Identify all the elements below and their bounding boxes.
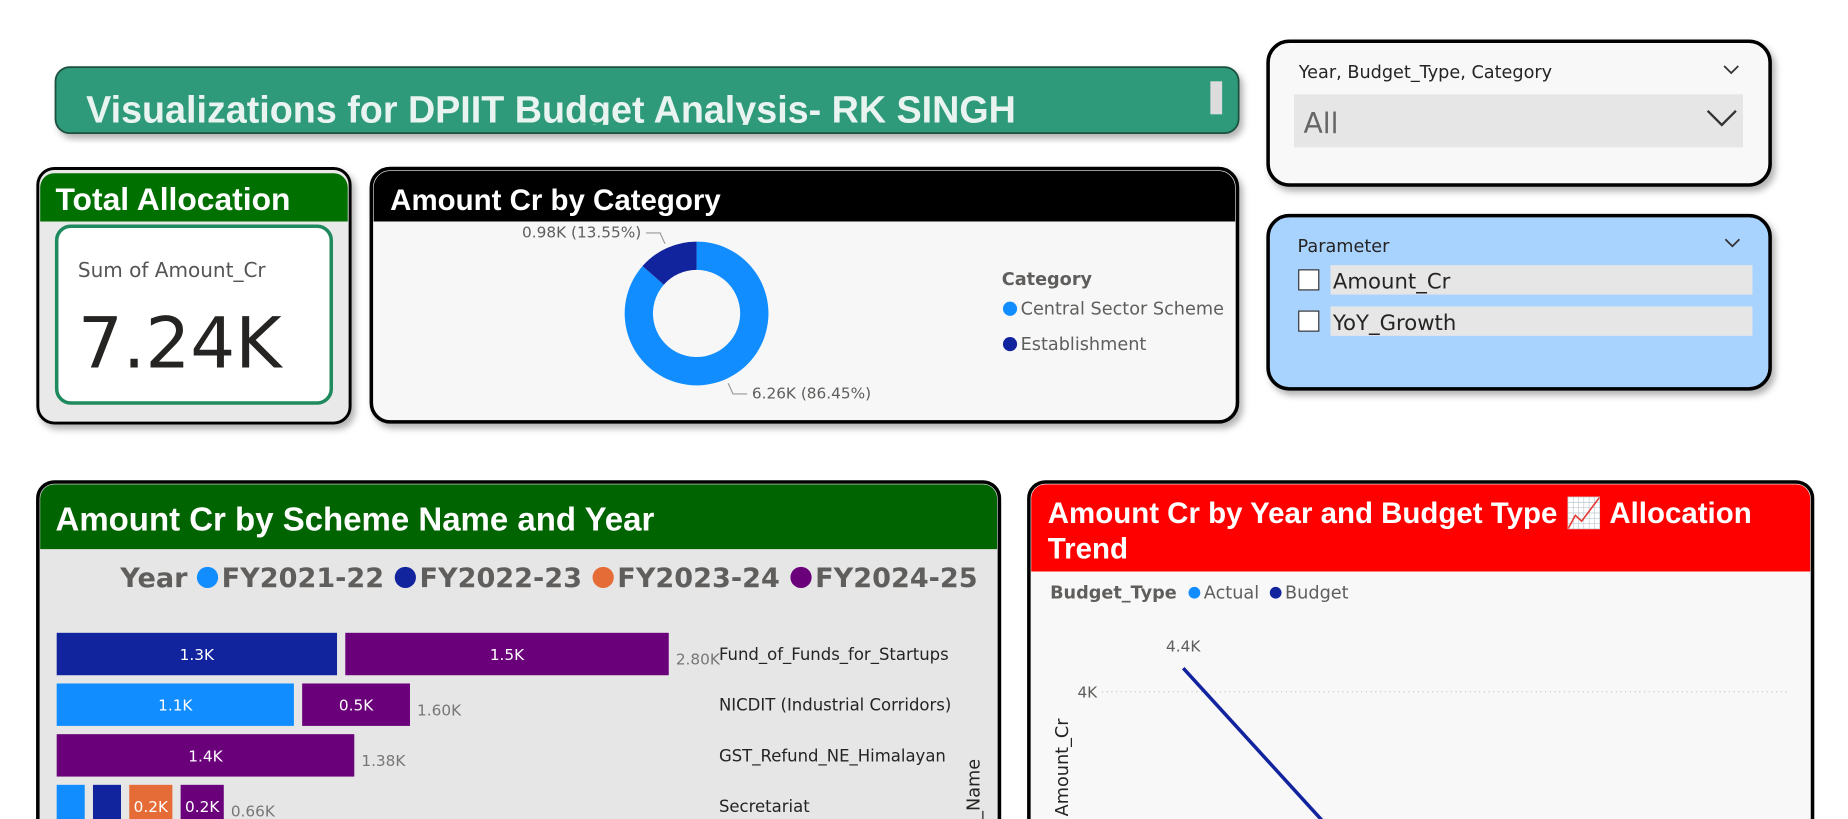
legend-title: Year — [119, 563, 188, 594]
legend-label: FY2024-25 — [815, 563, 977, 594]
legend-label: FY2022-23 — [419, 563, 581, 594]
title-marker — [1210, 81, 1223, 115]
chart-title: Amount Cr by Scheme Name and Year — [56, 500, 655, 537]
panel-header — [1031, 484, 1811, 572]
card-header — [40, 173, 348, 222]
data-label: 1.1K — [158, 697, 193, 715]
data-label: 0.98K (13.55%) — [522, 224, 641, 242]
leader-line — [727, 382, 748, 395]
legend-title: Category — [1002, 270, 1093, 290]
option-label[interactable]: Amount_Cr — [1333, 270, 1451, 295]
data-label: 1.3K — [180, 646, 215, 664]
checkbox[interactable] — [1298, 310, 1320, 332]
y-tick-label: 4K — [1077, 684, 1098, 702]
bar — [56, 683, 294, 726]
legend-marker — [1188, 586, 1201, 599]
data-label: 4.4K — [1166, 638, 1201, 656]
card-value: 7.24K — [78, 302, 283, 385]
parameter-slicer — [1266, 213, 1772, 391]
slicer-value: All — [1303, 107, 1338, 140]
data-label: 0.5K — [339, 697, 374, 715]
legend-label: Budget — [1285, 584, 1349, 604]
donut-slice — [624, 241, 769, 386]
option-row[interactable] — [1330, 306, 1753, 336]
legend-label: FY2023-24 — [617, 563, 779, 594]
parameter-label: Parameter — [1298, 237, 1391, 257]
card-label: Sum of Amount_Cr — [78, 258, 267, 282]
bar — [56, 632, 338, 676]
line-series — [1181, 666, 1324, 819]
category-label: Secretariat — [719, 797, 810, 816]
axis-title: Scheme_Name — [964, 759, 984, 819]
legend-marker — [790, 566, 812, 589]
card-body — [54, 224, 334, 405]
legend-label: Establishment — [1021, 335, 1147, 355]
option-label[interactable]: YoY_Growth — [1332, 311, 1456, 336]
bar — [180, 784, 224, 819]
parameter-chevron[interactable] — [1724, 238, 1741, 248]
slicer-chevron[interactable] — [1723, 65, 1739, 75]
donut-slice — [642, 241, 697, 285]
total-label: 1.60K — [417, 701, 462, 719]
legend-label: FY2021-22 — [222, 563, 384, 594]
legend-label: Central Sector Scheme — [1021, 300, 1224, 320]
legend-marker — [394, 566, 416, 589]
data-label: 1.5K — [490, 646, 525, 664]
dropdown-chevron[interactable] — [1706, 109, 1737, 127]
total-label: 2.80K — [676, 651, 721, 669]
panel-header — [373, 170, 1236, 222]
category-label: GST_Refund_NE_Himalayan — [719, 746, 946, 766]
legend-marker — [1269, 586, 1282, 599]
category-label: Fund_of_Funds_for_Startups — [719, 645, 949, 665]
bar-chart: Year FY2021-22 FY2022-23 FY2023-24 FY2024-25… — [56, 563, 984, 819]
chart-title: Amount Cr by Year and Budget Type 📈 Allo… — [1047, 497, 1752, 566]
leader-line — [645, 232, 666, 244]
category-label: NICDIT (Industrial Corridors) — [719, 696, 951, 715]
legend-marker — [196, 566, 219, 589]
slicer-label: Year, Budget_Type, Category — [1298, 63, 1552, 83]
legend-label: Actual — [1204, 584, 1259, 604]
page-title: Visualizations for DPIIT Budget Analysis… — [86, 89, 1016, 131]
bar — [92, 784, 122, 819]
panel-header — [40, 484, 998, 550]
bar — [56, 784, 85, 819]
panel — [369, 166, 1240, 424]
legend-title: Budget_Type — [1050, 584, 1177, 604]
legend-marker — [1002, 301, 1018, 316]
total-label: 0.66K — [231, 803, 276, 819]
bar — [56, 734, 355, 777]
bar — [129, 784, 173, 819]
checkbox[interactable] — [1298, 269, 1320, 291]
data-label: 6.26K (86.45%) — [752, 385, 871, 403]
bar — [302, 683, 410, 726]
data-label: 1.4K — [188, 747, 223, 765]
total-label: 1.38K — [361, 752, 406, 770]
bar — [345, 632, 669, 676]
title-bar — [54, 66, 1240, 135]
donut-chart: 6.26K (86.45%) 0.98K (13.55%) Category Cent… — [522, 224, 1224, 403]
option-row[interactable] — [1330, 265, 1753, 295]
chart-title: Amount Cr by Category — [390, 184, 721, 217]
legend-marker — [592, 566, 614, 589]
data-label: 0.2K — [134, 798, 169, 816]
data-label: 0.2K — [185, 798, 220, 816]
chart-title-box: Amount Cr by Year and Budget Type 📈 Allo… — [1047, 497, 1752, 566]
card-title: Total Allocation — [56, 181, 291, 217]
slicer-dropdown[interactable] — [1294, 94, 1743, 148]
axis-title: Sum of Amount_Cr — [1053, 718, 1073, 819]
legend-marker — [1002, 337, 1018, 352]
